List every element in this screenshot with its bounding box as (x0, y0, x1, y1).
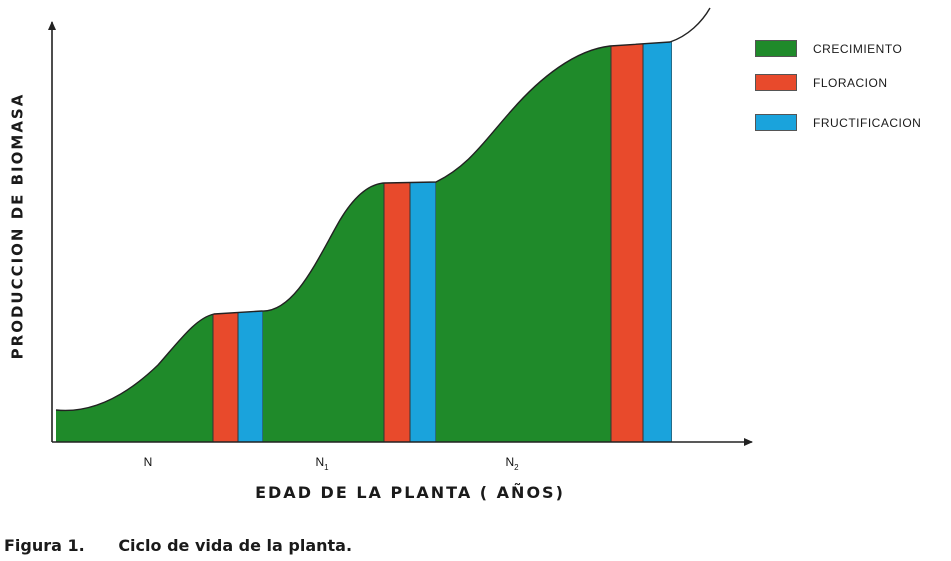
legend-label-fructificacion: FRUCTIFICACION (813, 115, 922, 130)
legend-swatch-floracion (755, 74, 797, 91)
band-n-fructificacion (237, 42, 264, 442)
legend-item-crecimiento: CRECIMIENTO (755, 40, 902, 57)
band-n-crecimiento (56, 42, 213, 442)
legend-swatch-crecimiento (755, 40, 797, 57)
x-tick-label-2: N1 (315, 455, 329, 472)
x-tick-labels: N N1 N2 (144, 455, 519, 472)
band-n-floracion (212, 42, 239, 442)
x-tick-label-1: N (144, 455, 153, 469)
y-axis-label: PRODUCCION DE BIOMASA (4, 52, 30, 400)
legend-label-crecimiento: CRECIMIENTO (813, 41, 903, 56)
figure-number: Figura 1. (4, 536, 85, 555)
band-n2-crecimiento (436, 42, 611, 442)
band-n1-floracion (383, 42, 411, 442)
x-tick-label-3: N2 (505, 455, 519, 472)
band-n1-crecimiento (263, 42, 384, 442)
legend-label-floracion: FLORACION (813, 75, 888, 90)
legend-swatch-fructificacion (755, 114, 797, 131)
legend-item-floracion: FLORACION (755, 74, 888, 91)
phase-bands (56, 42, 672, 442)
band-n1-fructificacion (409, 42, 437, 442)
y-axis-label-text: PRODUCCION DE BIOMASA (8, 92, 26, 360)
figure-caption: Figura 1. Ciclo de vida de la planta. (4, 536, 352, 555)
band-n2-fructificacion (642, 42, 672, 442)
x-axis-label: EDAD DE LA PLANTA ( AÑOS) (255, 483, 565, 502)
figure-caption-text: Ciclo de vida de la planta. (118, 536, 353, 555)
biomass-curve (55, 7, 711, 412)
band-n2-floracion (610, 42, 644, 442)
legend-item-fructificacion: FRUCTIFICACION (755, 114, 921, 131)
